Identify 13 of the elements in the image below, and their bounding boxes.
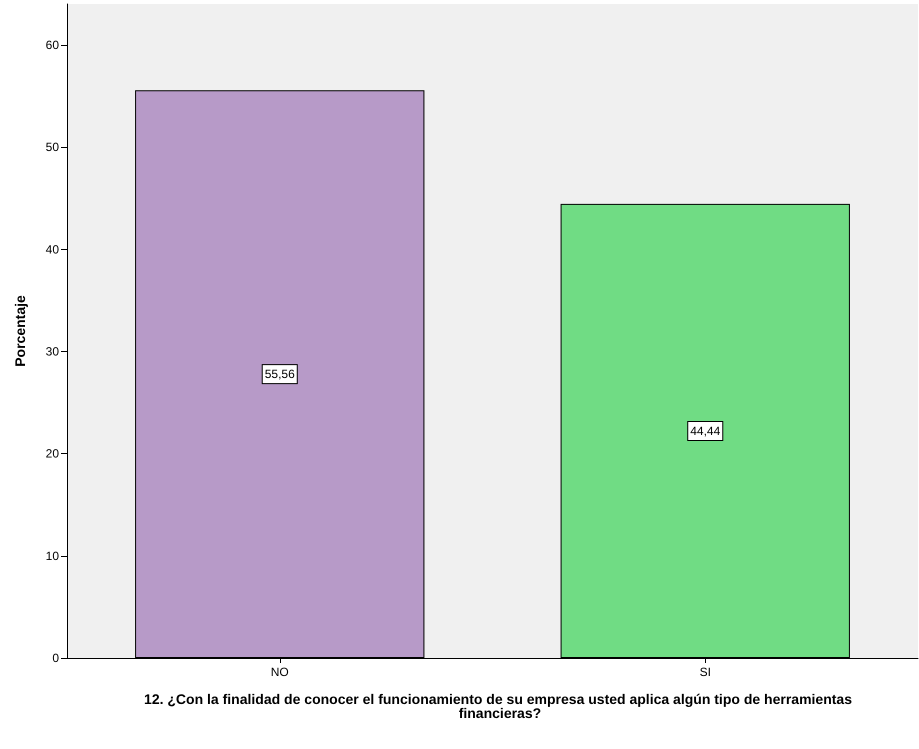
data-label: 44,44 <box>690 424 721 438</box>
y-tick-label: 0 <box>52 651 60 665</box>
x-tick-label: SI <box>700 665 711 679</box>
y-tick-label: 10 <box>46 548 60 563</box>
data-label: 55,56 <box>264 367 296 382</box>
x-axis-title: 12. ¿Con la finalidad de conocer el funcionamiento de su empresa usted aplica algún tipo de herramientas financieras? <box>144 691 852 721</box>
y-tick-label: 20 <box>46 446 60 461</box>
x-tick-label: NO <box>270 665 289 679</box>
y-tick-label: 50 <box>46 140 60 154</box>
y-tick-label: 40 <box>46 242 60 256</box>
y-tick-label: 30 <box>46 344 60 358</box>
y-axis-title: Porcentaje <box>12 294 28 367</box>
y-tick-label: 60 <box>46 38 60 52</box>
